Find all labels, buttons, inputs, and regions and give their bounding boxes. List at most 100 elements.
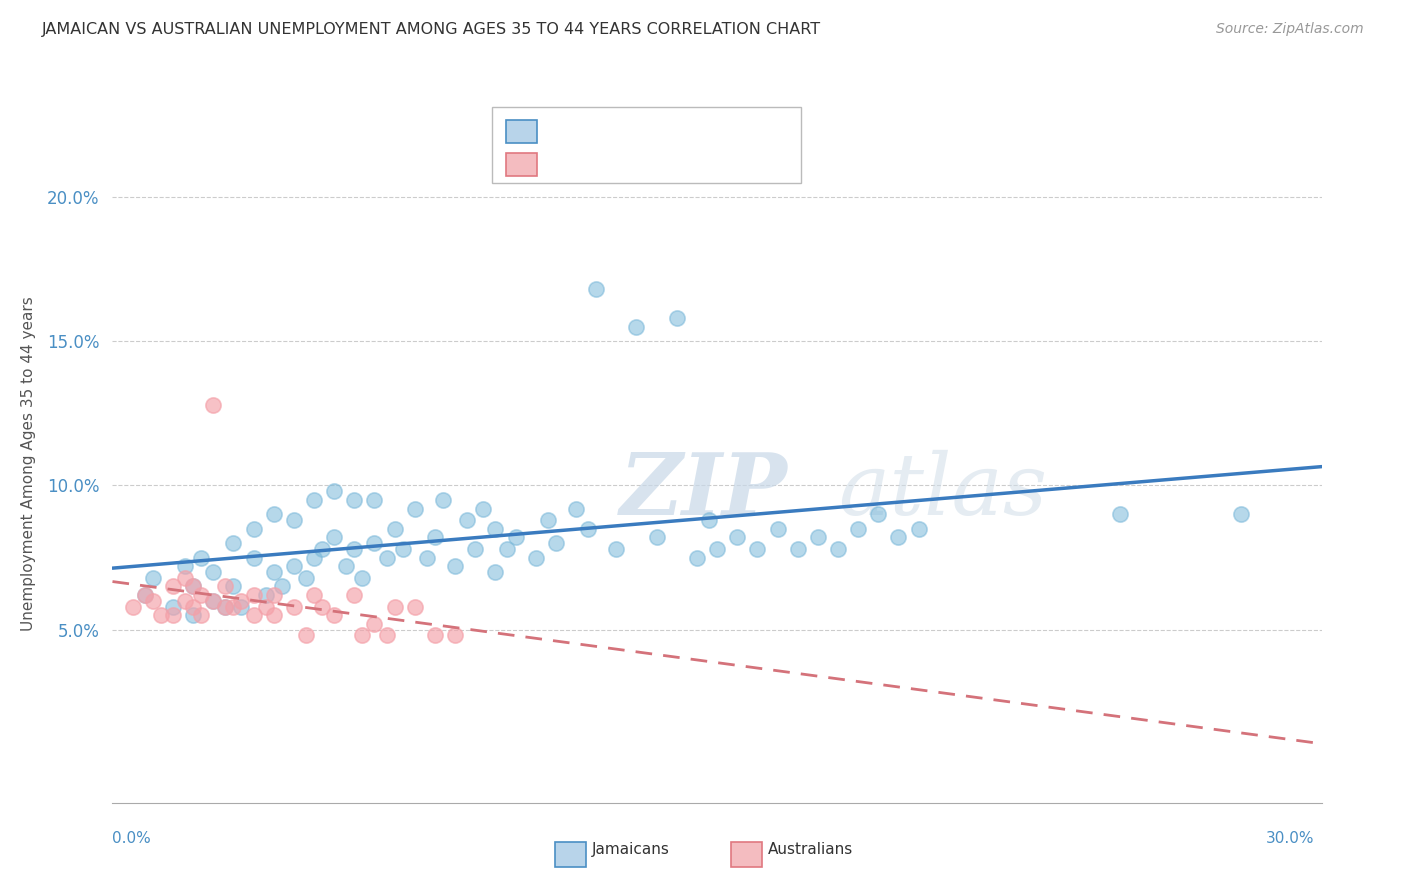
Point xyxy=(605,541,627,556)
Point xyxy=(725,530,748,544)
Point xyxy=(537,513,560,527)
Point xyxy=(384,522,406,536)
Point xyxy=(231,599,253,614)
Point xyxy=(391,541,413,556)
Point xyxy=(423,530,446,544)
Point xyxy=(270,579,292,593)
Point xyxy=(416,550,439,565)
Text: R = 0.203: R = 0.203 xyxy=(544,117,627,132)
Point xyxy=(472,501,495,516)
Point xyxy=(323,530,346,544)
Point xyxy=(363,616,385,631)
Point xyxy=(214,599,236,614)
Point xyxy=(283,513,305,527)
Point xyxy=(263,588,285,602)
Point xyxy=(149,608,172,623)
Y-axis label: Unemployment Among Ages 35 to 44 years: Unemployment Among Ages 35 to 44 years xyxy=(21,296,35,632)
Point xyxy=(263,508,285,522)
Point xyxy=(295,628,318,642)
Point xyxy=(665,311,688,326)
Point xyxy=(887,530,910,544)
Point xyxy=(222,579,245,593)
Point xyxy=(231,594,253,608)
Point xyxy=(174,559,197,574)
Point xyxy=(484,522,506,536)
Point xyxy=(432,492,454,507)
Text: N = 36: N = 36 xyxy=(682,146,740,161)
Point xyxy=(363,492,385,507)
Point xyxy=(121,599,143,614)
Point xyxy=(686,550,709,565)
Point xyxy=(214,579,236,593)
Point xyxy=(363,536,385,550)
Point xyxy=(484,565,506,579)
Point xyxy=(323,484,346,499)
Point xyxy=(174,571,197,585)
Point xyxy=(1109,508,1132,522)
Point xyxy=(162,579,184,593)
Point xyxy=(190,550,212,565)
Point xyxy=(706,541,728,556)
Point xyxy=(626,319,648,334)
Text: Source: ZipAtlas.com: Source: ZipAtlas.com xyxy=(1216,22,1364,37)
Point xyxy=(222,599,245,614)
Point xyxy=(645,530,668,544)
Point xyxy=(404,599,426,614)
Point xyxy=(423,628,446,642)
Text: Australians: Australians xyxy=(768,842,853,857)
Text: 30.0%: 30.0% xyxy=(1267,831,1315,847)
Point xyxy=(142,594,165,608)
Point xyxy=(352,571,374,585)
Point xyxy=(335,559,357,574)
Point xyxy=(311,541,333,556)
Text: JAMAICAN VS AUSTRALIAN UNEMPLOYMENT AMONG AGES 35 TO 44 YEARS CORRELATION CHART: JAMAICAN VS AUSTRALIAN UNEMPLOYMENT AMON… xyxy=(42,22,821,37)
Text: atlas: atlas xyxy=(838,450,1047,533)
Point xyxy=(311,599,333,614)
Point xyxy=(444,559,467,574)
Point xyxy=(747,541,769,556)
Point xyxy=(343,541,366,556)
Point xyxy=(375,628,398,642)
Point xyxy=(786,541,808,556)
Text: N = 73: N = 73 xyxy=(682,117,740,132)
Point xyxy=(162,608,184,623)
Point xyxy=(142,571,165,585)
Point xyxy=(456,513,478,527)
Point xyxy=(181,579,204,593)
Point xyxy=(807,530,830,544)
Point xyxy=(263,565,285,579)
Point xyxy=(846,522,869,536)
Point xyxy=(181,608,204,623)
Point xyxy=(496,541,519,556)
Text: Jamaicans: Jamaicans xyxy=(592,842,669,857)
Point xyxy=(907,522,929,536)
Point xyxy=(181,579,204,593)
Point xyxy=(343,492,366,507)
Text: 0.0%: 0.0% xyxy=(112,831,152,847)
Point xyxy=(505,530,527,544)
Point xyxy=(1230,508,1253,522)
Point xyxy=(464,541,486,556)
Point xyxy=(585,282,607,296)
Point xyxy=(352,628,374,642)
Point xyxy=(384,599,406,614)
Point xyxy=(283,599,305,614)
Point xyxy=(222,536,245,550)
Point xyxy=(214,599,236,614)
Point xyxy=(162,599,184,614)
Point xyxy=(404,501,426,516)
Point xyxy=(242,550,264,565)
Point xyxy=(576,522,599,536)
Point xyxy=(190,588,212,602)
Point xyxy=(263,608,285,623)
Point xyxy=(697,513,720,527)
Point xyxy=(134,588,156,602)
Point xyxy=(242,522,264,536)
Point xyxy=(190,608,212,623)
Point xyxy=(202,594,225,608)
Point xyxy=(283,559,305,574)
Point xyxy=(302,492,325,507)
Point xyxy=(766,522,789,536)
Point xyxy=(302,588,325,602)
Text: ZIP: ZIP xyxy=(620,450,789,533)
